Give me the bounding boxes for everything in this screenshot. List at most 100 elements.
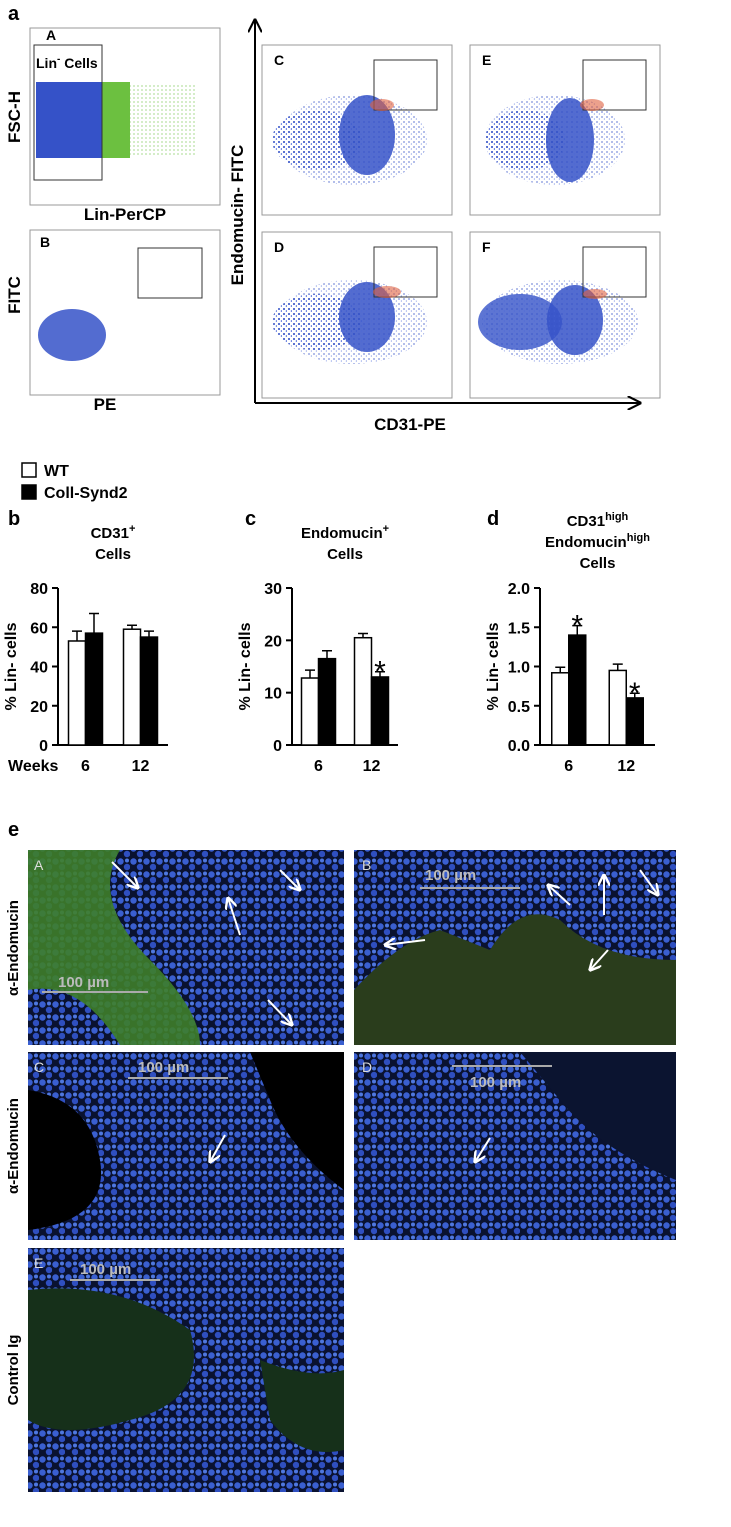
panel-label: b <box>8 508 20 530</box>
flow-plot-f: F <box>469 231 661 399</box>
scale-label: 100 µm <box>470 1074 521 1091</box>
gate <box>33 44 103 181</box>
error-bar <box>629 692 640 698</box>
tissue <box>28 850 200 1045</box>
arrow <box>228 898 241 936</box>
y-tick-label: 0 <box>39 738 48 755</box>
gate-label-part: Lin <box>36 55 57 71</box>
y-tick-label: 10 <box>264 686 282 703</box>
scale-label: 100 µm <box>58 974 109 991</box>
plot-letter: C <box>274 52 284 68</box>
bar <box>67 640 87 746</box>
arrow <box>548 885 571 906</box>
scale-label: 100 µm <box>80 1261 131 1278</box>
axis-label: CD31-PE <box>374 415 446 434</box>
axis-label: PE <box>94 395 117 414</box>
tissue <box>250 1052 344 1190</box>
plot-letter: B <box>40 234 50 250</box>
tissue <box>354 914 676 1045</box>
plot-letter: A <box>46 27 56 43</box>
chart-title: CD31high <box>567 511 629 530</box>
chart-title-part: CD31 <box>567 513 605 530</box>
cloud <box>277 95 427 185</box>
error-bar <box>572 624 583 636</box>
axis-label: Lin-PerCP <box>84 205 166 224</box>
x-tick-label: 12 <box>617 758 635 775</box>
legend-swatch <box>21 462 37 478</box>
error-bar <box>322 650 332 659</box>
arrow <box>279 869 300 890</box>
chart-title: Cells <box>327 546 363 563</box>
error-bar <box>555 666 566 673</box>
panel-label: a <box>8 3 20 25</box>
chart-title-part: Endomucin <box>301 525 383 542</box>
cloud <box>485 95 625 185</box>
chart-title-part: CD31 <box>91 525 129 542</box>
arrow <box>639 869 658 895</box>
arrow <box>210 1134 226 1162</box>
bar <box>139 636 159 746</box>
y-tick-label: 0 <box>273 738 282 755</box>
micrograph-c: C 100 µm <box>28 1052 344 1240</box>
x-tick-label: 6 <box>314 758 323 775</box>
y-axis-label: % Lin- cells <box>485 622 502 710</box>
gate-label: Lin- Cells <box>36 54 98 71</box>
bar <box>568 634 587 746</box>
gate-label-part: Cells <box>60 55 98 71</box>
chart-title-sup: high <box>605 511 628 523</box>
error-bar <box>144 630 154 638</box>
x-tick-label: 12 <box>132 758 150 775</box>
error-bar <box>89 612 99 634</box>
y-axis-label: % Lin- cells <box>3 622 20 710</box>
y-tick-label: 0.5 <box>508 699 530 716</box>
flow-plot-e: E <box>469 44 661 216</box>
x-axis-label: Weeks <box>8 758 59 775</box>
arrow <box>475 1137 491 1162</box>
x-tick-label: 12 <box>363 758 381 775</box>
axis-label: FSC-H <box>5 91 24 143</box>
flow-plot-d: D <box>261 231 453 399</box>
gate <box>373 246 438 298</box>
bar <box>608 669 627 746</box>
bar <box>84 632 104 746</box>
scale-label: 100 µm <box>138 1059 189 1076</box>
y-tick-label: 80 <box>30 581 48 598</box>
chart-title-part: Cells <box>580 555 616 572</box>
error-bar <box>305 669 315 679</box>
cloud <box>36 82 102 158</box>
plot-letter: D <box>274 239 284 255</box>
micrograph-b: B 100 µm <box>354 850 676 1045</box>
flow-plot-c: C <box>261 44 453 216</box>
y-tick-label: 30 <box>264 581 282 598</box>
arrow <box>267 999 292 1025</box>
gate-events <box>373 286 401 298</box>
tissue <box>260 1360 344 1452</box>
flow-plots-main: C E D F <box>261 44 661 399</box>
y-tick-label: 20 <box>264 633 282 650</box>
gate-events <box>580 99 604 111</box>
error-bar <box>127 624 137 630</box>
tissue <box>28 1090 102 1230</box>
cloud <box>482 280 638 364</box>
chart-title-sup: + <box>383 523 389 535</box>
axis-label: Endomucin- FITC <box>228 145 247 286</box>
chart-title-part: Cells <box>327 546 363 563</box>
image-letter: A <box>34 857 44 873</box>
cloud <box>277 280 427 364</box>
arrow <box>385 940 426 945</box>
legend-label: Coll-Synd2 <box>44 485 128 502</box>
y-tick-label: 1.0 <box>508 660 530 677</box>
significance-mark: * <box>571 610 583 643</box>
image-letter: D <box>362 1059 372 1075</box>
y-axis-label: % Lin- cells <box>237 622 254 710</box>
chart-title-sup: + <box>129 523 135 535</box>
panel-label: c <box>245 508 256 530</box>
chart-title: Endomucin+ <box>301 523 389 542</box>
gate <box>373 59 438 111</box>
error-bar <box>375 670 385 677</box>
image-letter: B <box>362 857 371 873</box>
chart-title: Cells <box>95 546 131 563</box>
image-letter: E <box>34 1255 43 1271</box>
significance-mark: * <box>374 656 386 689</box>
